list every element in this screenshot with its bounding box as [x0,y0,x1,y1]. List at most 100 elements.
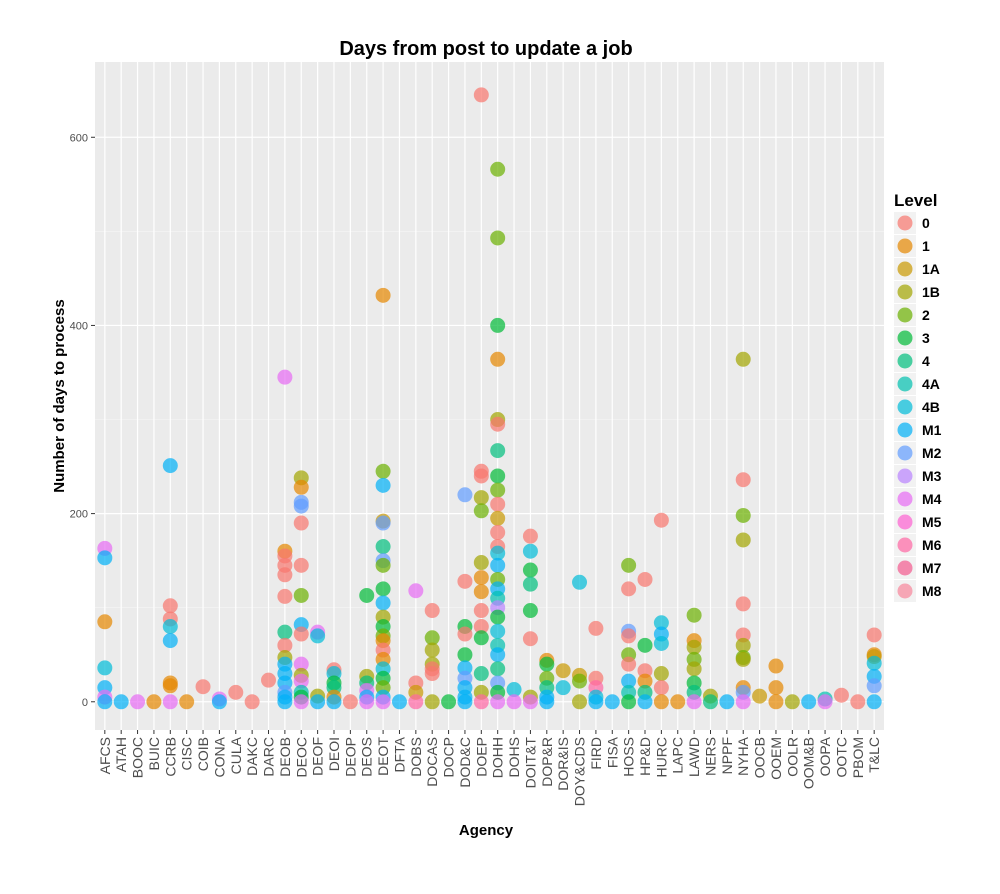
data-point [637,673,653,689]
data-point [277,624,293,640]
data-point [113,694,129,710]
data-point [735,507,751,523]
data-point [522,631,538,647]
data-point [621,694,637,710]
x-tick-label: OOLR [784,737,800,777]
data-point [735,694,751,710]
data-point [310,628,326,644]
data-point [310,694,326,710]
data-point [244,694,260,710]
data-point [686,661,702,677]
data-point [97,550,113,566]
data-point [637,663,653,679]
data-point [195,679,211,695]
data-point [490,647,506,663]
data-point [522,528,538,544]
legend-swatch [897,514,913,530]
data-point [866,655,882,671]
data-point [293,498,309,514]
legend-label: 1A [922,261,940,277]
data-point [375,694,391,710]
data-point [326,694,342,710]
data-point [653,512,669,528]
data-point [735,627,751,643]
y-tick-label: 600 [70,132,88,144]
data-point [375,581,391,597]
data-point [375,463,391,479]
x-tick-label: DOD&C [457,737,473,788]
x-tick-label: DOY&CDS [572,737,588,806]
data-point [293,626,309,642]
legend-swatch [897,376,913,392]
data-points [97,87,882,710]
x-tick-label: CONA [211,736,227,777]
data-point [473,666,489,682]
data-point [555,663,571,679]
data-point [555,680,571,696]
x-tick-label: DFTA [391,736,407,772]
data-point [817,694,833,710]
x-axis-title: Agency [459,822,514,839]
legend-label: M7 [922,560,942,576]
data-point [735,637,751,653]
data-point [490,416,506,432]
legend-swatch [897,491,913,507]
data-point [572,694,588,710]
data-point [293,515,309,531]
x-tick-label: BUIC [146,737,162,770]
data-point [490,524,506,540]
legend-swatch [897,261,913,277]
data-point [490,351,506,367]
data-point [293,587,309,603]
data-point [490,443,506,459]
data-point [768,680,784,696]
data-point [424,642,440,658]
x-tick-label: OOPA [817,736,833,776]
data-point [735,532,751,548]
data-point [391,694,407,710]
data-point [359,587,375,603]
data-point [473,619,489,635]
x-tick-label: DEOC [293,737,309,777]
x-tick-label: OOM&B [801,737,817,789]
legend-label: M6 [922,537,942,553]
data-point [375,477,391,493]
x-tick-label: OOEM [768,737,784,780]
x-tick-label: NERS [702,737,718,776]
data-point [97,694,113,710]
data-point [572,673,588,689]
data-point [146,694,162,710]
y-tick-label: 400 [70,320,88,332]
legend-swatch [897,468,913,484]
data-point [686,607,702,623]
data-point [473,603,489,619]
data-point [490,161,506,177]
data-point [490,661,506,677]
data-point [653,635,669,651]
data-point [490,496,506,512]
data-point [621,628,637,644]
legend-label: 4 [922,353,930,369]
data-point [522,694,538,710]
data-point [490,482,506,498]
x-tick-label: DEOB [277,737,293,777]
x-tick-label: PBOM [850,737,866,778]
data-point [473,555,489,571]
x-tick-label: T&LC [866,737,882,773]
legend-title: Level [894,191,937,210]
data-point [441,694,457,710]
x-tick-label: COIB [195,737,211,771]
legend-label: M3 [922,468,942,484]
data-point [277,588,293,604]
data-point [490,230,506,246]
data-point [375,595,391,611]
x-tick-label: AFCS [97,737,113,774]
data-point [490,468,506,484]
x-tick-label: OOCB [752,737,768,778]
legend-label: M1 [922,422,942,438]
data-point [457,626,473,642]
x-tick-label: DOCAS [424,737,440,787]
x-tick-label: FIRD [588,737,604,770]
chart-title: Days from post to update a job [339,38,632,60]
data-point [473,468,489,484]
